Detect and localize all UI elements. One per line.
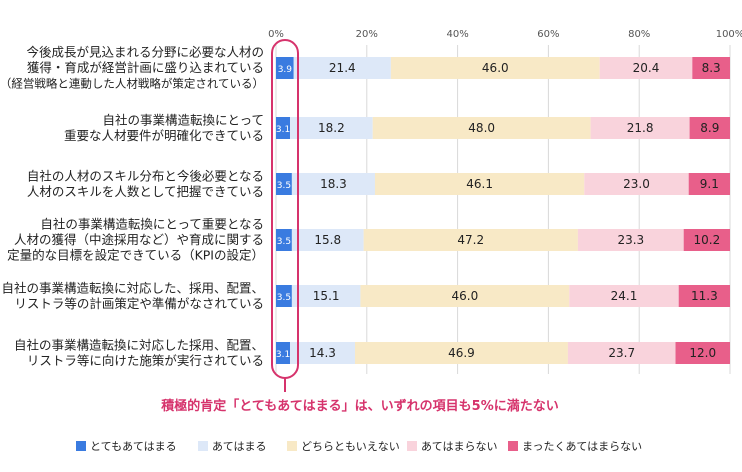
row-label: 自社の事業構造転換に対応した、採用、配置、 — [1, 280, 264, 295]
data-label: 20.4 — [633, 61, 660, 75]
bar-segment — [290, 342, 355, 364]
row-label: 獲得・育成が経営計画に盛り込まれている — [27, 60, 264, 75]
grid-lines — [275, 45, 731, 374]
bar-segment — [360, 285, 570, 307]
bar-segment — [354, 342, 568, 364]
row-label: 今後成長が見込まれる分野に必要な人材の — [26, 45, 264, 60]
data-label: 46.0 — [452, 289, 479, 303]
x-tick-label: 0% — [268, 29, 284, 40]
data-label: 23.3 — [617, 233, 644, 247]
row-label: 定量的な目標を設定できている（KPIの設定） — [7, 248, 264, 263]
data-label: 3.5 — [277, 293, 291, 303]
bar-segment — [291, 229, 364, 251]
highlight-group: 積極的肯定「とてもあてはまる」は、いずれの項目も5%に満たない — [160, 39, 559, 414]
data-label: 3.9 — [278, 65, 293, 75]
data-label: 23.0 — [623, 177, 650, 191]
data-label: 46.1 — [466, 177, 493, 191]
bar-segment — [276, 342, 291, 364]
data-label: 21.4 — [329, 61, 356, 75]
row-label: 自社の人材のスキル分布と今後必要となる — [27, 168, 264, 183]
bar-segment — [692, 57, 730, 79]
row-label: 自社の事業構造転換にとって — [102, 112, 264, 127]
x-tick-label: 100% — [716, 29, 742, 40]
data-label: 11.3 — [691, 289, 718, 303]
x-tick-label: 40% — [446, 29, 468, 40]
x-axis-ticks: 0% 20% 40% 60% 80% 100% — [268, 29, 742, 40]
bar-segment — [599, 57, 693, 79]
row-label: （経営戦略と連動した人材戦略が策定されている） — [0, 77, 264, 91]
legend-swatch — [287, 441, 297, 451]
bar-segment — [567, 342, 676, 364]
bar-segment — [276, 173, 292, 195]
legend-swatch — [508, 441, 518, 451]
row-label: 自社の事業構造転換に対応した採用、配置、 — [14, 337, 264, 352]
legend-label: あてはまらない — [421, 440, 498, 453]
callout-annotation: 積極的肯定「とてもあてはまる」は、いずれの項目も5%に満たない — [160, 398, 559, 414]
bar-segment — [683, 229, 730, 251]
bar-segment — [291, 173, 375, 195]
bar-segment — [569, 285, 679, 307]
bar-segment — [290, 117, 373, 139]
data-label: 9.1 — [700, 177, 719, 191]
data-label: 3.5 — [277, 181, 291, 191]
bar-segment — [678, 285, 730, 307]
data-label: 23.7 — [608, 346, 635, 360]
bar-segment — [577, 229, 684, 251]
data-label: 8.9 — [700, 121, 719, 135]
data-label: 18.2 — [318, 121, 345, 135]
legend: とてもあてはまる あてはまる どちらともいえない あてはまらない まったくあてはまらない — [76, 440, 642, 453]
legend-swatch — [198, 441, 208, 451]
data-label: 3.1 — [276, 350, 290, 360]
bar-segment — [276, 229, 292, 251]
bar-segment — [584, 173, 689, 195]
legend-swatch — [407, 441, 417, 451]
data-label: 8.3 — [702, 61, 721, 75]
data-label: 47.2 — [457, 233, 484, 247]
row-label: 重要な人材要件が明確化できている — [64, 128, 264, 143]
row-label: 人材の獲得（中途採用など）や育成に関する — [14, 232, 264, 247]
bars: 3.9 21.4 46.0 20.4 8.3 3.1 18.2 48.0 21.8 8.9 3.5 1… — [276, 57, 730, 364]
legend-label: どちらともいえない — [301, 440, 400, 453]
bar-segment — [372, 117, 591, 139]
data-label: 24.1 — [611, 289, 638, 303]
bar-segment — [390, 57, 600, 79]
legend-label: とてもあてはまる — [90, 440, 177, 453]
bar-segment — [689, 117, 730, 139]
bar-segment — [363, 229, 578, 251]
data-label: 15.1 — [313, 289, 340, 303]
bar-segment — [688, 173, 730, 195]
data-label: 46.0 — [482, 61, 509, 75]
data-label: 46.9 — [448, 346, 475, 360]
data-label: 3.5 — [277, 237, 291, 247]
data-label: 12.0 — [689, 346, 716, 360]
bar-segment — [291, 285, 361, 307]
bar-segment — [675, 342, 730, 364]
bar-segment — [276, 117, 291, 139]
legend-swatch — [76, 441, 86, 451]
legend-label: あてはまる — [212, 440, 267, 453]
bar-segment — [276, 57, 294, 79]
row-label: リストラ等の計画策定や準備がなされている — [14, 296, 264, 311]
x-tick-label: 80% — [628, 29, 650, 40]
row-label: 人材のスキルを人数として把握できている — [27, 184, 264, 199]
data-label: 10.2 — [693, 233, 720, 247]
x-tick-label: 60% — [537, 29, 559, 40]
bar-segment — [293, 57, 391, 79]
bar-segment — [276, 285, 292, 307]
data-label: 21.8 — [627, 121, 654, 135]
bar-segment — [590, 117, 690, 139]
legend-label: まったくあてはまらない — [522, 440, 642, 453]
row-label: リストラ等に向けた施策が実行されている — [27, 353, 264, 368]
data-label: 3.1 — [276, 125, 290, 135]
data-label: 14.3 — [309, 346, 336, 360]
x-tick-label: 20% — [356, 29, 378, 40]
data-label: 15.8 — [314, 233, 341, 247]
row-label: 自社の事業構造転換にとって重要となる — [40, 217, 264, 232]
bar-segment — [374, 173, 585, 195]
data-label: 18.3 — [320, 177, 347, 191]
data-label: 48.0 — [468, 121, 495, 135]
